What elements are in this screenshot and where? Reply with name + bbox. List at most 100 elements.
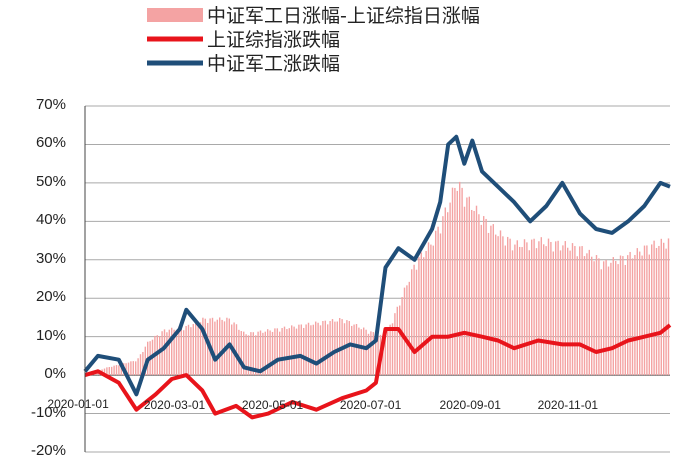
bar	[130, 361, 132, 376]
bar	[264, 331, 266, 376]
bar	[293, 326, 295, 376]
bar	[387, 329, 389, 376]
y-tick-label: 60%	[35, 134, 66, 152]
bar	[588, 249, 590, 376]
bar	[192, 324, 194, 376]
bar	[312, 324, 314, 376]
bar	[411, 269, 413, 376]
legend-label-military: 中证军工涨跌幅	[207, 52, 341, 75]
bar	[571, 243, 574, 376]
bar	[545, 246, 547, 376]
bar	[137, 358, 139, 376]
bar	[636, 248, 638, 376]
bar	[583, 256, 586, 376]
bar	[425, 251, 427, 376]
bar	[595, 255, 598, 376]
bar	[303, 327, 305, 376]
x-tick-label: 2020-03-01	[143, 398, 206, 412]
bar	[610, 262, 612, 376]
bar	[171, 327, 173, 376]
bar	[586, 253, 588, 376]
bar	[259, 330, 262, 376]
bar	[607, 266, 610, 376]
bar	[300, 324, 302, 376]
bar	[106, 367, 108, 376]
legend-swatch-red-line	[147, 36, 203, 42]
bar	[324, 320, 326, 376]
bar	[528, 250, 530, 376]
bar-series	[87, 181, 670, 376]
bar	[195, 320, 197, 376]
bar	[531, 239, 533, 376]
bar	[415, 269, 418, 376]
x-tick-label: 2020-07-01	[339, 398, 402, 412]
bar	[180, 327, 182, 376]
bar	[439, 233, 442, 376]
bar	[519, 246, 521, 376]
bar	[418, 257, 420, 376]
bar	[183, 330, 185, 376]
bar	[394, 313, 396, 376]
bar	[240, 331, 242, 376]
bar	[288, 328, 290, 376]
bar	[643, 245, 646, 376]
bar	[305, 324, 307, 376]
bar	[559, 250, 562, 376]
bar	[219, 317, 221, 376]
bar	[499, 230, 502, 376]
bar	[562, 245, 564, 376]
bar	[355, 324, 358, 376]
bar	[274, 328, 276, 376]
bar	[163, 329, 166, 376]
bar	[473, 210, 475, 376]
bar	[591, 256, 593, 376]
bar	[617, 264, 619, 376]
bar	[178, 326, 180, 376]
bar	[423, 257, 425, 376]
bar	[190, 327, 192, 376]
y-tick-label: -10%	[30, 403, 66, 421]
bar	[372, 332, 374, 376]
bar	[463, 206, 466, 376]
bar	[468, 196, 470, 376]
bar	[363, 327, 365, 376]
y-tick-label: 10%	[35, 326, 66, 344]
bar	[667, 238, 670, 376]
bar	[605, 259, 607, 376]
bar	[238, 329, 240, 376]
bar	[118, 365, 120, 376]
bar	[437, 226, 439, 376]
bar	[271, 331, 274, 376]
bar	[555, 241, 557, 376]
bar	[576, 256, 578, 376]
bar	[360, 329, 362, 376]
bar	[199, 322, 202, 376]
bar	[142, 351, 144, 376]
bar	[516, 240, 518, 376]
bar	[408, 281, 410, 376]
bar	[113, 365, 115, 376]
bar	[646, 245, 648, 376]
bar	[444, 207, 446, 376]
bar	[276, 328, 278, 376]
bar	[648, 254, 650, 376]
legend-label-shanghai: 上证综指涨跌幅	[207, 28, 341, 51]
bar	[432, 245, 434, 376]
y-tick-label: -20%	[30, 442, 66, 459]
bar	[103, 368, 106, 376]
bar	[466, 197, 468, 376]
bar	[120, 364, 122, 376]
bar	[459, 181, 461, 376]
bar	[262, 332, 264, 376]
shanghai-index-line	[84, 323, 672, 420]
bar	[511, 250, 514, 376]
bar	[235, 324, 238, 376]
bar	[327, 324, 329, 376]
bar	[420, 252, 422, 376]
bar	[166, 332, 168, 376]
x-tick-label: 2020-05-01	[241, 398, 304, 412]
bar	[523, 239, 526, 376]
bar	[449, 202, 451, 376]
bar	[250, 332, 252, 376]
